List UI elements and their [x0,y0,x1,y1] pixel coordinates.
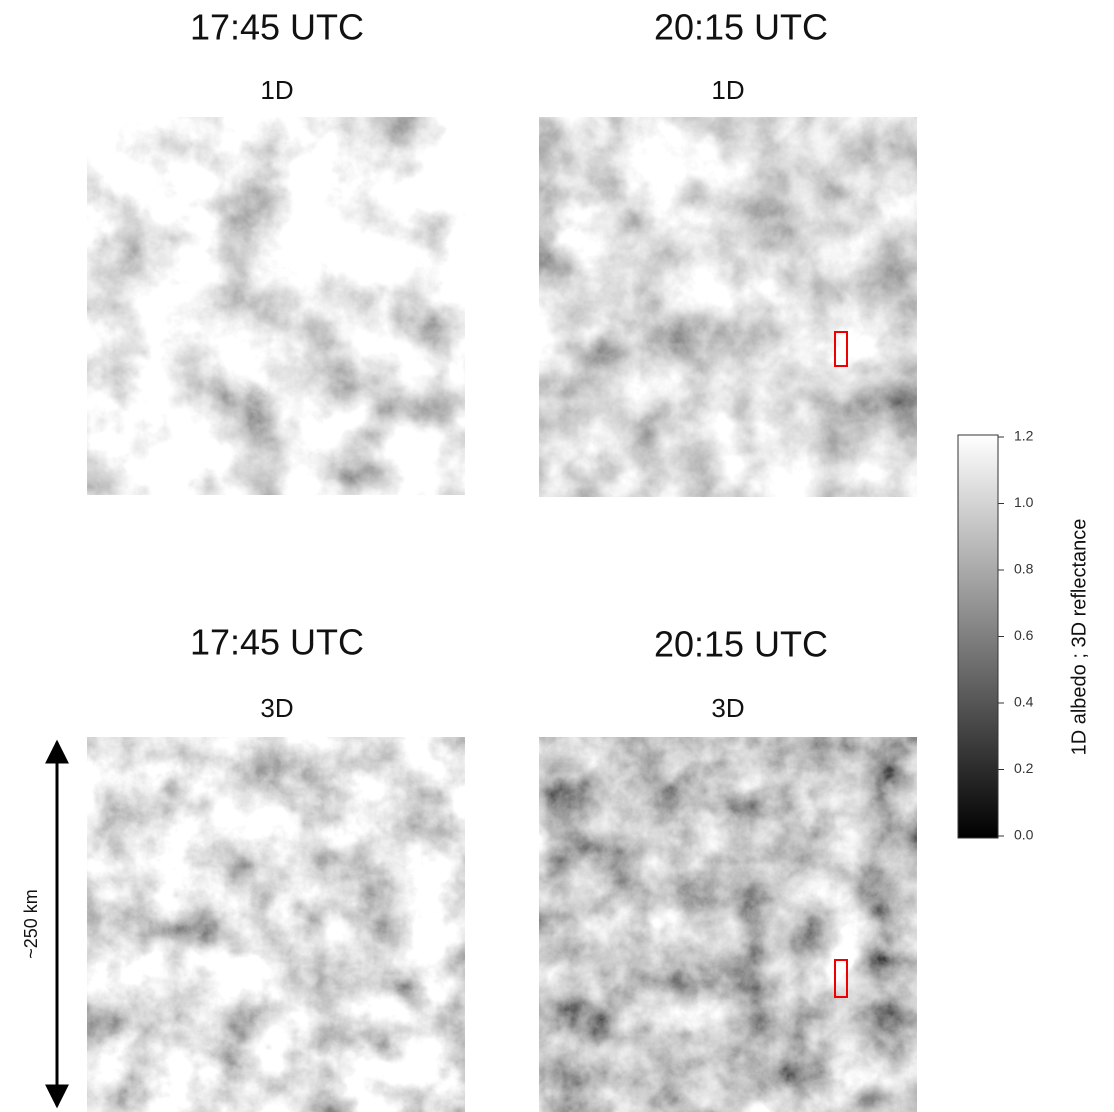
cloud-image [87,117,465,495]
panel-time: 20:15 UTC [654,624,828,665]
panel-time: 20:15 UTC [654,7,828,48]
panel-time: 17:45 UTC [190,7,364,48]
colorbar-tick-label: 1.0 [1014,494,1034,510]
colorbar-tick-label: 0.0 [1014,827,1034,843]
colorbar-tick-label: 0.2 [1014,760,1034,776]
colorbar [958,435,998,838]
colorbar-label: 1D albedo ; 3D reflectance [1068,519,1090,756]
colorbar-tick-label: 0.8 [1014,561,1034,577]
cloud-image [539,117,917,497]
panel-mode: 3D [711,693,744,723]
cloud-image [87,737,465,1112]
colorbar-tick-label: 0.4 [1014,694,1034,710]
panel-time: 17:45 UTC [190,622,364,663]
panel-mode: 3D [260,693,293,723]
panel-mode: 1D [711,75,744,105]
scale-label: ~250 km [21,889,41,959]
cloud-image [539,737,917,1112]
figure: 17:45 UTC 1D 20:15 UTC 1D 17:45 UTC 3D 2… [0,0,1114,1112]
panel-mode: 1D [260,75,293,105]
colorbar-tick-label: 1.2 [1014,428,1034,444]
colorbar-tick-label: 0.6 [1014,627,1034,643]
